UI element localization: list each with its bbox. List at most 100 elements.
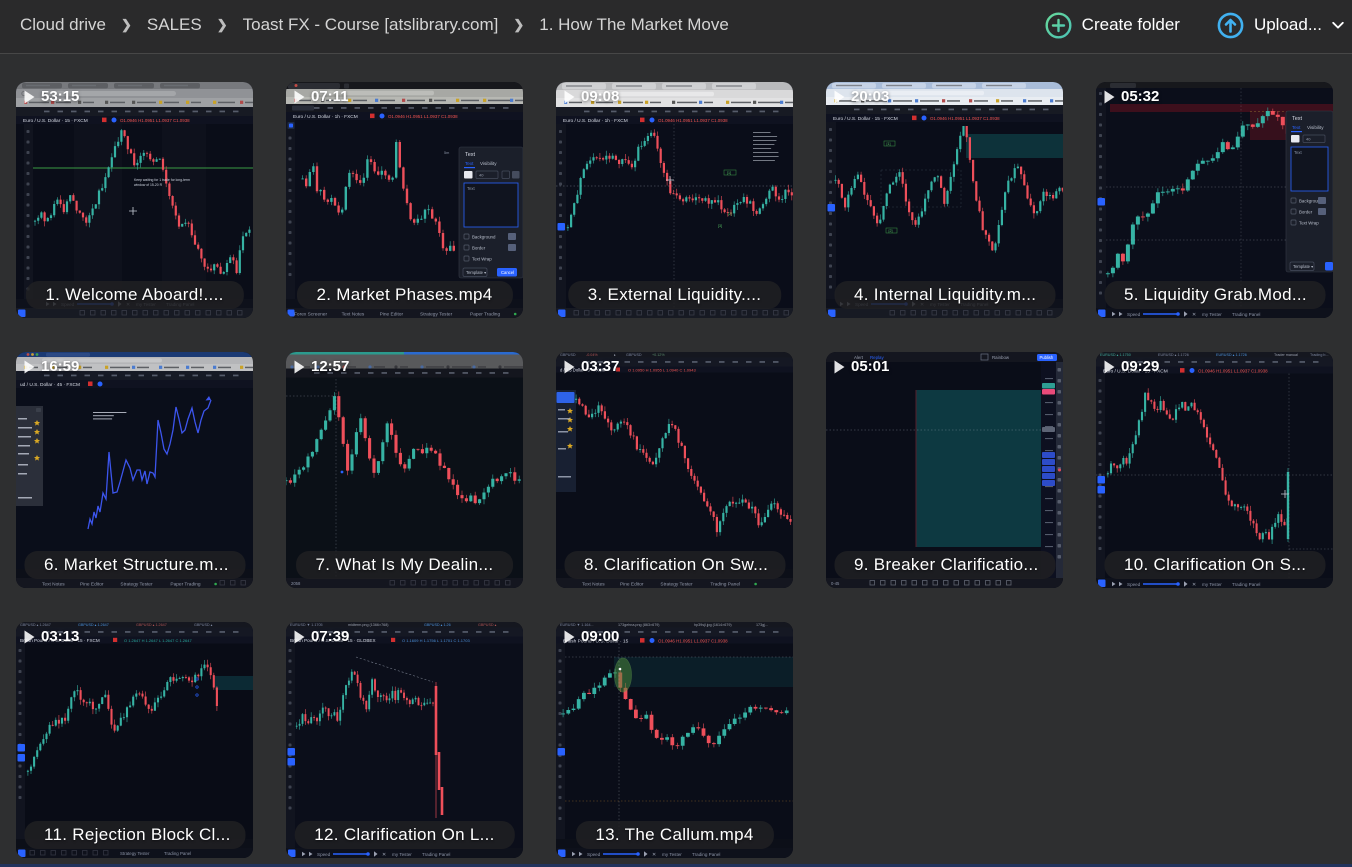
- svg-text:Strategy Tester: Strategy Tester: [120, 582, 153, 588]
- svg-text:Background: Background: [1299, 199, 1323, 204]
- svg-text:Trading Panel: Trading Panel: [1232, 582, 1260, 587]
- svg-text:O 1.1609 H 1.1756 L 1.1701 C 1: O 1.1609 H 1.1756 L 1.1701 C 1.1703: [402, 638, 470, 643]
- svg-text:Border: Border: [472, 246, 486, 251]
- svg-text:[1]: [1]: [887, 142, 891, 146]
- svg-text:Text Wrap: Text Wrap: [472, 257, 492, 262]
- svg-text:Euro / U.S. Dollar · 15 · FXCM: Euro / U.S. Dollar · 15 · FXCM: [1103, 368, 1168, 374]
- svg-text:GBPUSD ▴: GBPUSD ▴: [194, 623, 213, 627]
- svg-text:Trader manual: Trader manual: [1274, 353, 1298, 357]
- svg-text:Template ▾: Template ▾: [1293, 264, 1313, 269]
- svg-text:+0.12%: +0.12%: [652, 353, 665, 357]
- svg-text:Publish: Publish: [1040, 355, 1054, 360]
- svg-text:Text: Text: [465, 152, 476, 158]
- svg-text:EURUSD ▼ 1.1705: EURUSD ▼ 1.1705: [290, 623, 323, 627]
- svg-text:▸: ▸: [614, 353, 616, 357]
- svg-text:Trading b...: Trading b...: [1310, 353, 1329, 357]
- svg-text:my Tester: my Tester: [1202, 312, 1222, 317]
- svg-text:Speed: Speed: [1127, 312, 1141, 317]
- svg-text:Background: Background: [472, 235, 496, 240]
- svg-text:Text: Text: [1294, 150, 1303, 155]
- svg-text:5m: 5m: [444, 151, 449, 155]
- svg-text:O1.0946 H1.0951 L1.0937 C1.093: O1.0946 H1.0951 L1.0937 C1.0938: [658, 118, 728, 123]
- svg-text:GBPUSD: GBPUSD: [626, 353, 642, 357]
- svg-text:✕: ✕: [382, 852, 386, 858]
- svg-text:O 1.2647 H 1.2647 L 1.2647 C 1: O 1.2647 H 1.2647 L 1.2647 C 1.2647: [124, 638, 192, 643]
- svg-text:[2]: [2]: [728, 212, 732, 216]
- svg-text:O1.0946 H1.0951 L1.0937 C1.093: O1.0946 H1.0951 L1.0937 C1.0938: [120, 118, 190, 123]
- svg-text:2058: 2058: [291, 581, 301, 586]
- svg-text:GBPUSD ▴ 1.26: GBPUSD ▴ 1.26: [424, 623, 451, 627]
- svg-text:Text Notes: Text Notes: [342, 312, 365, 318]
- svg-text:Text Wrap: Text Wrap: [1299, 221, 1319, 226]
- svg-text:Pine Editor: Pine Editor: [620, 582, 644, 588]
- svg-text:Alert: Alert: [854, 355, 864, 360]
- svg-text:EURUSD ▴ 1.1750: EURUSD ▴ 1.1750: [1100, 353, 1131, 357]
- svg-text:-0.04%: -0.04%: [586, 353, 598, 357]
- svg-text:Border: Border: [1299, 210, 1313, 215]
- svg-text:Text Notes: Text Notes: [582, 582, 605, 588]
- svg-text:[3]: [3]: [718, 224, 722, 228]
- svg-text:EURUSD ▼ 1.164...: EURUSD ▼ 1.164...: [560, 623, 594, 627]
- svg-text:Strategy Tester: Strategy Tester: [420, 312, 453, 318]
- svg-text:my Tester: my Tester: [662, 852, 682, 857]
- svg-text:✕: ✕: [652, 852, 656, 858]
- svg-text:Trading Panel: Trading Panel: [692, 852, 720, 857]
- svg-text:Trading Panel: Trading Panel: [422, 852, 450, 857]
- svg-text:[1]: [1]: [727, 171, 731, 175]
- svg-text:Pine Editor: Pine Editor: [380, 312, 404, 318]
- svg-text:173gehna.png (863×679): 173gehna.png (863×679): [618, 623, 660, 627]
- svg-text:hp39sjl.jpg (1614×679): hp39sjl.jpg (1614×679): [694, 623, 732, 627]
- svg-text:Text Notes: Text Notes: [42, 582, 65, 588]
- svg-text:my Tester: my Tester: [1202, 582, 1222, 587]
- svg-text:O1.0946 H1.0951 L1.0937 C1.093: O1.0946 H1.0951 L1.0937 C1.0938: [388, 114, 458, 119]
- svg-text:Strategy Tester: Strategy Tester: [120, 851, 150, 856]
- svg-text:✕: ✕: [1192, 582, 1196, 588]
- svg-text:Euro / U.S. Dollar · 15 · FXCM: Euro / U.S. Dollar · 15 · FXCM: [833, 116, 898, 122]
- svg-text:British Pound / U.S. Dollar ·: British Pound / U.S. Dollar · 15: [563, 638, 629, 644]
- svg-text:40: 40: [1306, 137, 1311, 142]
- svg-text:173gj...: 173gj...: [756, 623, 768, 627]
- svg-text:Trading Panel: Trading Panel: [710, 582, 740, 588]
- svg-text:British Pound / U.S. Dollar ·: British Pound / U.S. Dollar · 15 · FXCM: [20, 638, 100, 643]
- svg-text:O1.0946 H1.0951 L1.0937 C1.093: O1.0946 H1.0951 L1.0937 C1.0938: [930, 116, 1000, 121]
- svg-text:Paper Trading: Paper Trading: [470, 312, 500, 318]
- svg-text:40: 40: [479, 173, 484, 178]
- svg-text:Rainbow: Rainbow: [992, 355, 1010, 360]
- svg-text:EURUSD ▴ 1.1726: EURUSD ▴ 1.1726: [1216, 353, 1247, 357]
- svg-text:British Pound / U.S. Dollar ·: British Pound / U.S. Dollar · 15 · GLOBE…: [290, 638, 376, 643]
- svg-text:Text: Text: [465, 161, 474, 166]
- svg-text:Strategy Tester: Strategy Tester: [660, 582, 693, 588]
- svg-text:GBPUSD ▴ 1.2647: GBPUSD ▴ 1.2647: [78, 623, 109, 627]
- svg-text:d / 1.5 Dollar · 3 · FXCM: d / 1.5 Dollar · 3 · FXCM: [560, 367, 606, 372]
- svg-text:Speed: Speed: [587, 852, 601, 857]
- svg-text:Template ▾: Template ▾: [466, 270, 486, 275]
- svg-text:Text: Text: [467, 186, 476, 191]
- svg-text:Forex Screener: Forex Screener: [294, 312, 327, 318]
- svg-text:Replay: Replay: [870, 355, 884, 360]
- svg-text:Visibility: Visibility: [480, 161, 497, 166]
- svg-text:window of 15-20 R: window of 15-20 R: [134, 183, 163, 187]
- svg-text:GBPUSD: GBPUSD: [560, 353, 576, 357]
- svg-text:EURUSD ▴ 1.1726: EURUSD ▴ 1.1726: [1158, 353, 1189, 357]
- svg-text:my Tester: my Tester: [392, 852, 412, 857]
- svg-text:Speed: Speed: [1127, 582, 1141, 587]
- svg-text:O1.0946 H1.0951 L1.0937 C1.093: O1.0946 H1.0951 L1.0937 C1.0938: [658, 638, 728, 643]
- svg-text:GBPUSD ▴ 1.2647: GBPUSD ▴ 1.2647: [136, 623, 167, 627]
- svg-text:Euro / U.S. Dollar · 1h · FXCM: Euro / U.S. Dollar · 1h · FXCM: [293, 114, 358, 120]
- svg-text:midterm.png (1366×768): midterm.png (1366×768): [348, 623, 388, 627]
- svg-text:Text: Text: [1292, 116, 1303, 122]
- svg-text:O 1.0950 H 1.0955 L 1.0940 C 1: O 1.0950 H 1.0955 L 1.0940 C 1.0943: [628, 367, 696, 372]
- svg-text:Speed: Speed: [317, 852, 331, 857]
- svg-text:GBPUSD ▴: GBPUSD ▴: [478, 623, 497, 627]
- svg-text:GBPUSD ▴ 1.2647: GBPUSD ▴ 1.2647: [20, 623, 51, 627]
- svg-text:Pine Editor: Pine Editor: [80, 582, 104, 588]
- svg-text:Trading Panel: Trading Panel: [164, 851, 191, 856]
- svg-text:Paper Trading: Paper Trading: [170, 582, 200, 588]
- svg-text:Keep waiting for 1 trade for l: Keep waiting for 1 trade for long-term: [134, 178, 190, 182]
- svg-text:ud / U.S. Dollar · 45 · FXCM: ud / U.S. Dollar · 45 · FXCM: [20, 382, 80, 388]
- svg-text:Visibility: Visibility: [1307, 125, 1324, 130]
- svg-text:✕: ✕: [1192, 312, 1196, 318]
- svg-text:[2]: [2]: [889, 229, 893, 233]
- svg-text:Trading Panel: Trading Panel: [1232, 312, 1260, 317]
- svg-text:Text: Text: [1292, 125, 1301, 130]
